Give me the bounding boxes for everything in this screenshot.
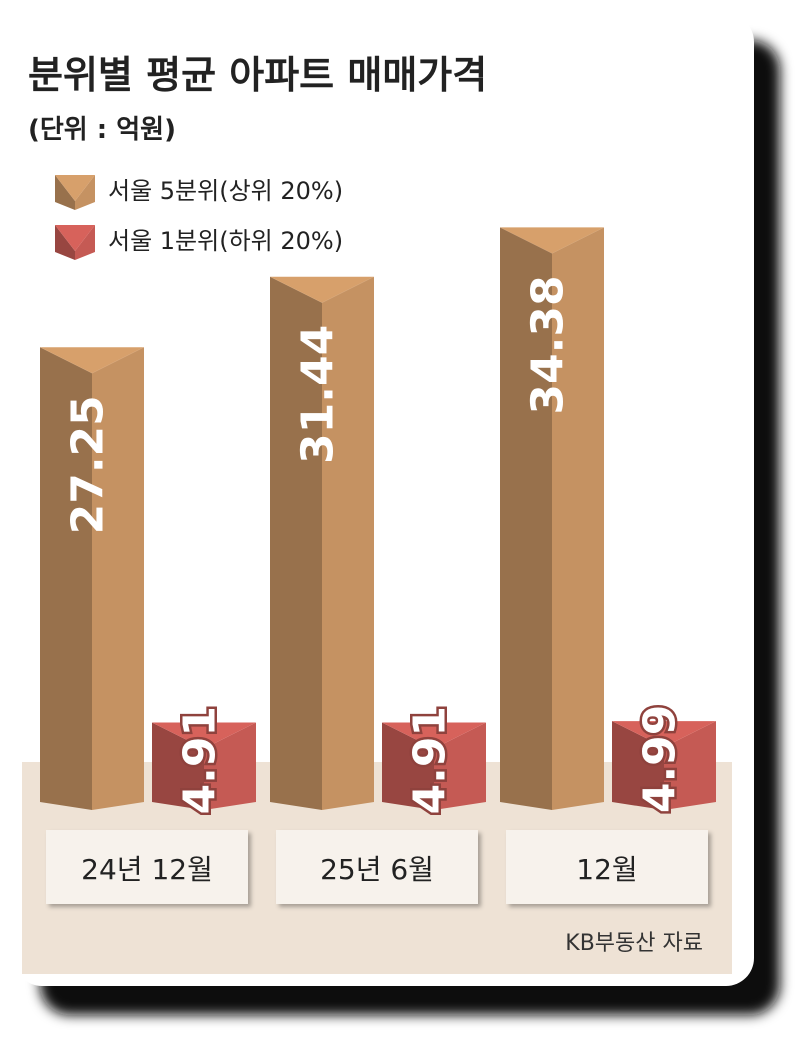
legend-icon: [55, 175, 95, 210]
data-label: 31.44: [293, 325, 344, 464]
bar-top: [55, 175, 95, 201]
x-tick-label: 25년 6월: [320, 853, 434, 886]
plot: 서울 5분위(상위 20%) 서울 1분위(하위 20%) 24년 12월 27.25…: [40, 175, 716, 904]
data-label: 27.25: [63, 395, 114, 534]
bar-left-face: [55, 225, 75, 260]
bar-right-face: [664, 721, 716, 810]
bar-left-face: [152, 722, 204, 810]
bar-top: [55, 225, 95, 251]
bar-right-face: [434, 722, 486, 810]
bar-left-face: [612, 721, 664, 810]
data-label: 34.38: [523, 275, 574, 414]
bar: [152, 722, 256, 810]
bar-right-face: [75, 175, 95, 210]
bar-right-face: [322, 276, 374, 811]
chart-subtitle: (단위 : 억원): [28, 115, 176, 145]
category-box: [506, 830, 708, 904]
bar: [500, 227, 604, 810]
bar-left-face: [270, 276, 322, 811]
legend-label: 서울 1분위(하위 20%): [108, 227, 343, 255]
bar-top: [612, 721, 716, 748]
data-label: 4.91: [405, 706, 456, 815]
bar-right-face: [204, 722, 256, 810]
bar-right-face: [552, 227, 604, 810]
bar-left-face: [500, 227, 552, 810]
category-box: [276, 830, 478, 904]
data-label: 4.91: [175, 706, 226, 815]
bar-top: [382, 722, 486, 749]
legend-icon: [55, 225, 95, 260]
bar: [40, 347, 144, 810]
bar-top: [152, 722, 256, 749]
data-label: 4.99: [635, 705, 686, 814]
bar-left-face: [382, 722, 434, 810]
bar-top: [40, 347, 144, 374]
bar-top: [270, 276, 374, 303]
legend-label: 서울 5분위(상위 20%): [108, 177, 343, 205]
chart-title: 분위별 평균 아파트 매매가격: [28, 53, 487, 97]
bar-right-face: [75, 225, 95, 260]
bar-left-face: [40, 347, 92, 810]
bar: [270, 276, 374, 811]
bar: [382, 722, 486, 810]
source: KB부동산 자료: [565, 931, 703, 956]
bar-top: [500, 227, 604, 254]
x-tick-label: 12월: [576, 853, 637, 886]
x-tick-label: 24년 12월: [81, 853, 213, 886]
bar-right-face: [92, 347, 144, 810]
bar: [612, 721, 716, 810]
bar-left-face: [55, 175, 75, 210]
category-box: [46, 830, 248, 904]
